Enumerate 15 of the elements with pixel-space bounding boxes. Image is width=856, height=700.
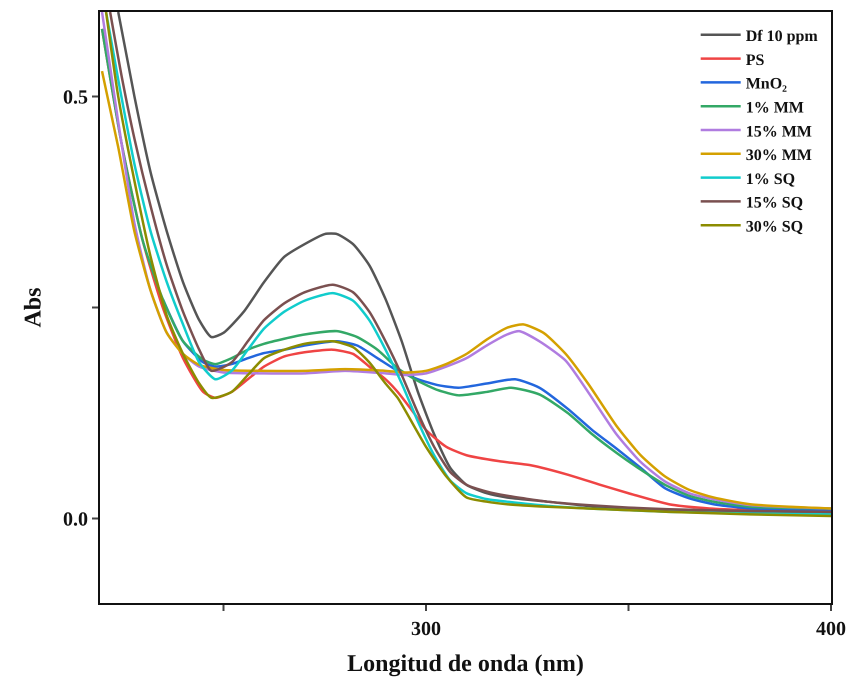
x-axis-title: Longitud de onda (nm) <box>347 650 584 677</box>
x-tick-label: 400 <box>816 618 846 640</box>
x-tick-label: 300 <box>411 618 442 640</box>
y-axis-title: Abs <box>20 287 47 328</box>
legend-label: Df 10 ppm <box>746 28 818 46</box>
y-tick-label: 0.0 <box>63 508 88 531</box>
legend-label: 15% SQ <box>746 194 804 212</box>
legend-label: MnO₂ <box>746 76 788 93</box>
legend-label: 30% MM <box>746 147 812 164</box>
legend-label: 1% MM <box>746 99 804 116</box>
y-tick-label: 0.5 <box>63 86 88 108</box>
legend-label: 1% SQ <box>746 170 796 188</box>
legend-label: PS <box>746 52 764 69</box>
legend-label: 15% MM <box>746 123 812 140</box>
legend-label: 30% SQ <box>746 218 804 236</box>
